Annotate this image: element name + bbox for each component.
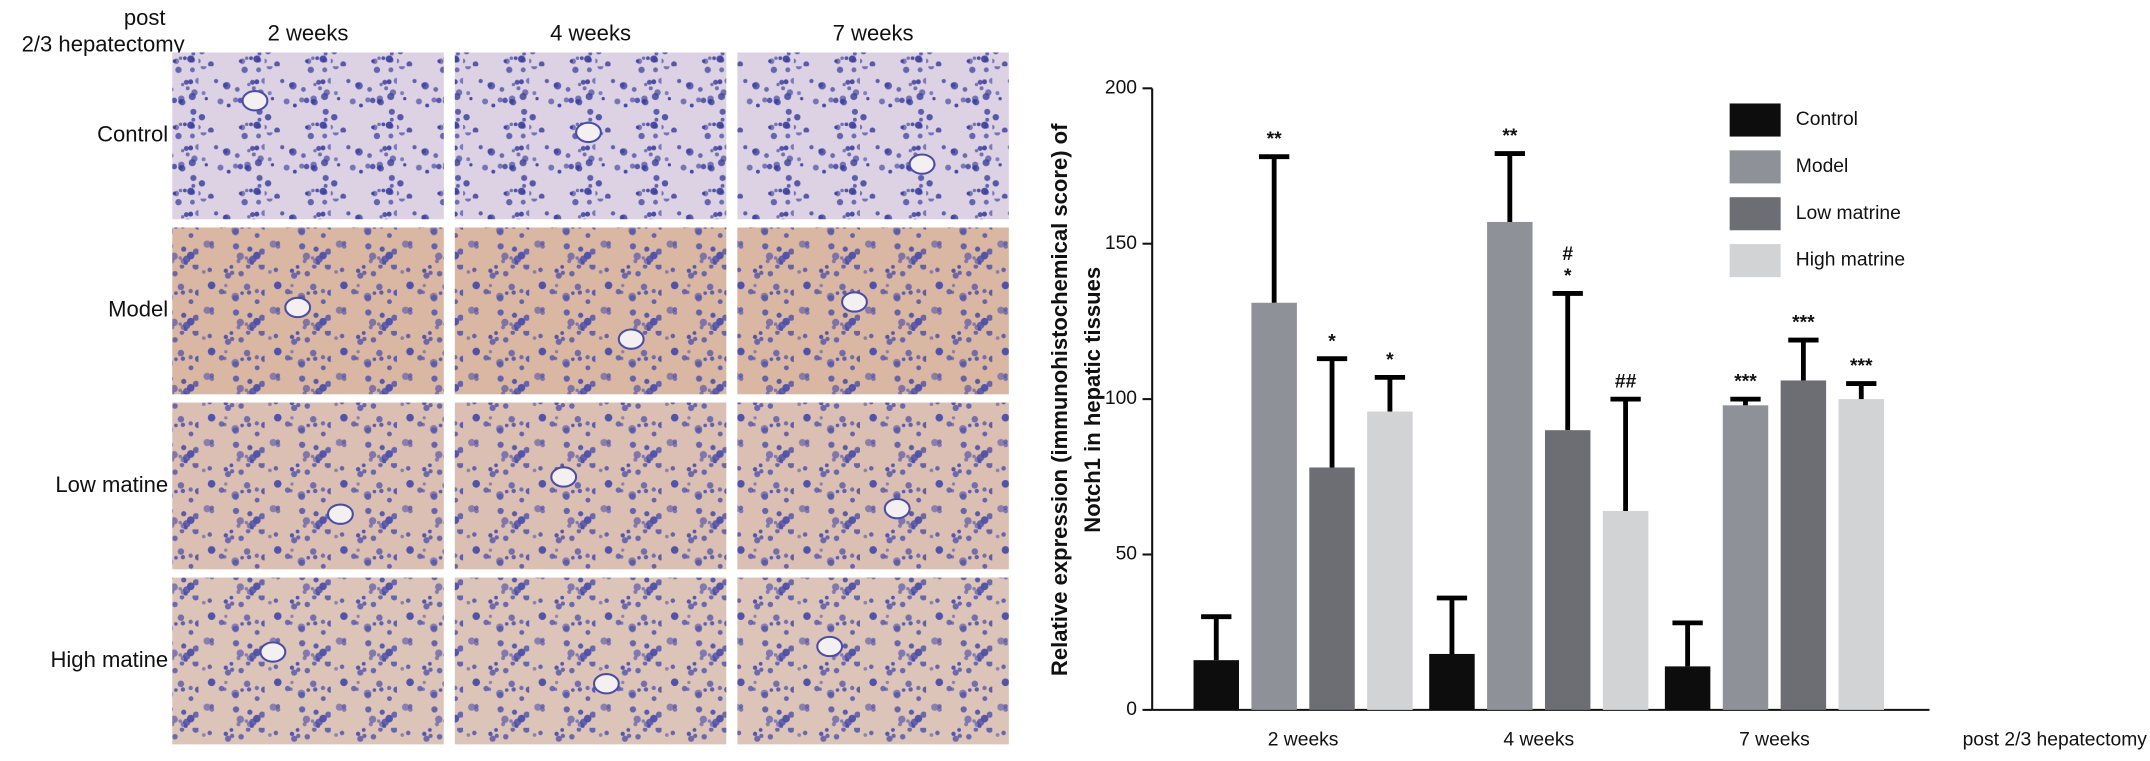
- x-tick-label: 4 weeks: [1503, 729, 1574, 750]
- significance-label: ##: [1615, 372, 1637, 393]
- micrograph-texture: [454, 227, 727, 395]
- vessel: [908, 153, 936, 175]
- legend-label: High matrine: [1796, 250, 1905, 271]
- legend-label: Control: [1796, 109, 1858, 130]
- micrograph-texture: [737, 402, 1009, 570]
- vessel: [575, 121, 602, 144]
- vessel: [550, 466, 578, 488]
- y-tick-label: 150: [1105, 233, 1137, 254]
- y-axis-title-line: Notch1 in hepatic tissues: [1080, 267, 1105, 533]
- significance-label: #: [1562, 244, 1573, 265]
- bar: [1602, 510, 1649, 710]
- bar: [1309, 467, 1355, 710]
- legend-label: Low matrine: [1796, 203, 1901, 224]
- y-axis-title: Relative expression (immunohistochemical…: [1047, 123, 1105, 676]
- row-label: Control: [97, 122, 168, 147]
- vessel: [241, 90, 269, 112]
- x-tick-label: 2 weeks: [1268, 729, 1339, 750]
- x-tick-label: 7 weeks: [1739, 729, 1810, 750]
- significance-label: **: [1267, 129, 1283, 150]
- y-tick-label: 0: [1126, 699, 1137, 720]
- legend-swatch: [1729, 244, 1781, 278]
- legend-swatch: [1729, 150, 1781, 184]
- x-axis-title: post 2/3 hepatectomy: [1963, 729, 2148, 750]
- bar: [1487, 221, 1533, 710]
- vessel: [883, 497, 911, 520]
- micrograph-texture: [172, 402, 444, 570]
- column-label: 4 weeks: [550, 20, 631, 45]
- significance-label: ***: [1734, 372, 1757, 393]
- row-label: Model: [108, 297, 168, 322]
- bar: [1780, 380, 1827, 710]
- y-axis-title-line: Relative expression (immunohistochemical…: [1047, 123, 1072, 676]
- y-tick-label: 200: [1105, 77, 1137, 98]
- significance-label: ***: [1850, 356, 1873, 377]
- vessel: [592, 673, 620, 695]
- vessel: [617, 328, 645, 350]
- vessel: [259, 641, 287, 663]
- bar: [1664, 666, 1711, 710]
- row-label: Low matine: [55, 472, 168, 497]
- bar: [1251, 302, 1297, 710]
- bar: [1544, 430, 1591, 710]
- micrograph-texture: [454, 402, 727, 570]
- micrograph-texture: [737, 52, 1009, 220]
- micrograph-texture: [454, 577, 727, 745]
- micrograph-texture: [172, 52, 444, 220]
- bar: [1193, 660, 1240, 710]
- column-label: 7 weeks: [833, 20, 914, 45]
- bar: [1722, 405, 1769, 710]
- y-tick-label: 50: [1116, 544, 1137, 565]
- bar: [1838, 399, 1885, 710]
- vessel: [841, 291, 868, 313]
- legend-label: Model: [1796, 156, 1849, 177]
- corner-label: post: [124, 5, 166, 30]
- significance-label: **: [1502, 126, 1518, 147]
- significance-label: *: [1564, 266, 1572, 287]
- vessel: [816, 635, 844, 658]
- micrograph-texture: [737, 577, 1009, 745]
- column-label: 2 weeks: [268, 20, 349, 45]
- vessel: [326, 503, 354, 525]
- legend-swatch: [1729, 103, 1781, 137]
- bar: [1429, 653, 1475, 710]
- y-tick-label: 100: [1105, 388, 1137, 409]
- micrograph-texture: [737, 227, 1009, 395]
- significance-label: *: [1386, 350, 1394, 371]
- micrograph-texture: [172, 577, 444, 745]
- vessel: [284, 296, 312, 319]
- bar: [1367, 411, 1413, 710]
- row-label: High matine: [50, 647, 168, 672]
- corner-label: 2/3 hepatectomy: [22, 31, 185, 56]
- legend-swatch: [1729, 197, 1781, 231]
- significance-label: *: [1328, 331, 1336, 352]
- significance-label: ***: [1792, 313, 1815, 334]
